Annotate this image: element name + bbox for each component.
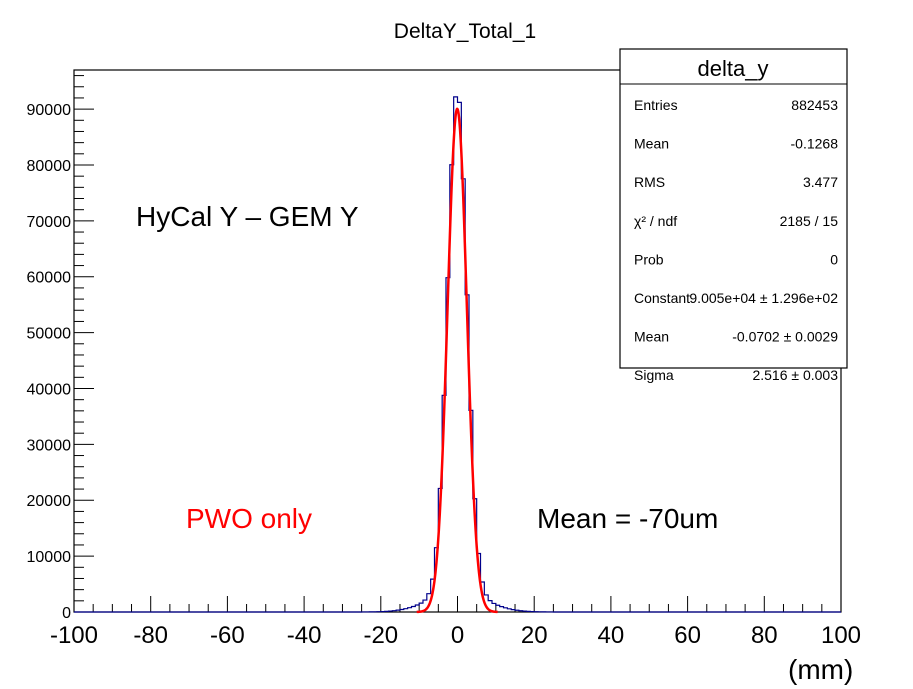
x-tick-label: -80: [133, 622, 168, 649]
x-tick-label: 80: [751, 622, 778, 649]
x-tick-label: 20: [521, 622, 548, 649]
x-tick-label: -40: [287, 622, 322, 649]
x-tick-label: 0: [451, 622, 464, 649]
stats-row-value: -0.0702 ± 0.0029: [732, 329, 838, 345]
stats-row-label: Sigma: [634, 367, 674, 383]
stats-row-label: χ² / ndf: [634, 213, 677, 229]
x-tick-label: -100: [50, 622, 98, 649]
y-tick-label: 80000: [27, 158, 72, 175]
y-tick-label: 10000: [27, 549, 72, 566]
annotation-hycal-gem: HyCal Y – GEM Y: [136, 201, 359, 232]
histogram-outline: [74, 96, 841, 613]
y-tick-label: 40000: [27, 381, 72, 398]
x-tick-label: 40: [598, 622, 625, 649]
fit-curve: [416, 107, 498, 614]
stats-rows: Entries 882453 Mean -0.1268 RMS 3.477 χ² / ndf…: [634, 97, 838, 383]
stats-row-label: Mean: [634, 329, 669, 345]
gaussian-fit: [416, 107, 498, 614]
stats-row-value: 0: [830, 251, 838, 267]
annotation-mean: Mean = -70um: [537, 503, 718, 534]
y-tick-label: 60000: [27, 270, 72, 287]
x-tick-label: 100: [821, 622, 861, 649]
y-tick-label: 70000: [27, 214, 72, 231]
stats-row-label: Prob: [634, 251, 664, 267]
chart-title: DeltaY_Total_1: [394, 20, 536, 43]
histogram: [74, 96, 841, 613]
annotation-pwo-only: PWO only: [186, 503, 312, 534]
y-tick-label: 0: [62, 605, 71, 622]
axes: -100 -80 -60 -40 -20 0 20 40 60 80 100 0 10000 20000 3…: [27, 69, 861, 649]
stats-row-label: Entries: [634, 97, 678, 113]
x-tick-label: -20: [363, 622, 398, 649]
x-tick-label: 60: [674, 622, 701, 649]
stats-row-value: -0.1268: [791, 136, 839, 152]
stats-row-value: 3.477: [803, 174, 838, 190]
stats-box: delta_y Entries 882453 Mean -0.1268 RMS 3.477…: [619, 48, 848, 383]
stats-box-name: delta_y: [698, 56, 769, 81]
y-tick-label: 50000: [27, 326, 72, 343]
stats-row-label: Constant: [634, 290, 690, 306]
x-tick-label: -60: [210, 622, 245, 649]
stats-box-frame: [619, 48, 848, 369]
x-axis-unit: (mm): [788, 654, 853, 685]
stats-row-label: Mean: [634, 136, 669, 152]
y-tick-label: 90000: [27, 102, 72, 119]
y-tick-label: 20000: [27, 493, 72, 510]
stats-row-value: 882453: [791, 97, 838, 113]
stats-row-value: 9.005e+04 ± 1.296e+02: [689, 290, 838, 306]
y-tick-label: 30000: [27, 437, 72, 454]
stats-row-label: RMS: [634, 174, 665, 190]
stats-row-value: 2185 / 15: [780, 213, 839, 229]
stats-row-value: 2.516 ± 0.003: [752, 367, 838, 383]
